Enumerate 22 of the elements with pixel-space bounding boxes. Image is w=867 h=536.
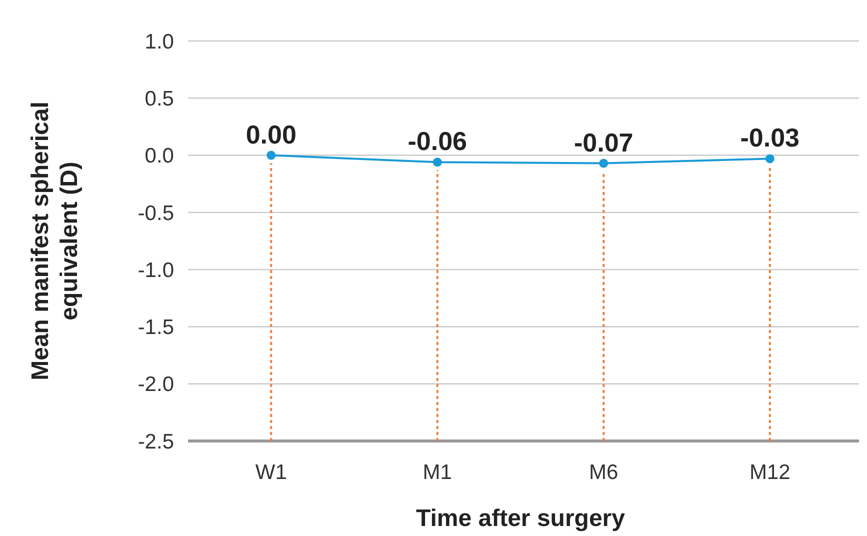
x-tick-label: M12 bbox=[749, 461, 790, 484]
point bbox=[432, 158, 442, 167]
y-tick-label: -0.5 bbox=[138, 202, 174, 225]
point bbox=[266, 150, 276, 160]
y-tick-label: -1.5 bbox=[138, 316, 174, 340]
x-axis-title: Time after surgery bbox=[416, 505, 626, 532]
text: -0.06 bbox=[408, 126, 468, 156]
y-tick-label: 1.0 bbox=[144, 30, 174, 54]
y-tick-label: -2.5 bbox=[138, 430, 174, 454]
x-tick-label: W1 bbox=[255, 461, 287, 484]
point bbox=[599, 158, 608, 168]
x-tick-label: M6 bbox=[589, 461, 618, 484]
text: 0.00 bbox=[246, 119, 296, 150]
x-tick-label: M1 bbox=[422, 461, 452, 484]
text: -0.07 bbox=[574, 127, 634, 158]
point bbox=[765, 154, 774, 164]
y-tick-label: -1.0 bbox=[138, 258, 174, 282]
y-tick-label: 0.5 bbox=[144, 87, 174, 110]
y-tick-label: -2.0 bbox=[138, 373, 174, 396]
y-tick-label: 0.0 bbox=[144, 144, 174, 168]
text: -0.03 bbox=[740, 122, 800, 153]
y-axis-title: Mean manifest spherical equivalent (D) bbox=[27, 102, 83, 380]
